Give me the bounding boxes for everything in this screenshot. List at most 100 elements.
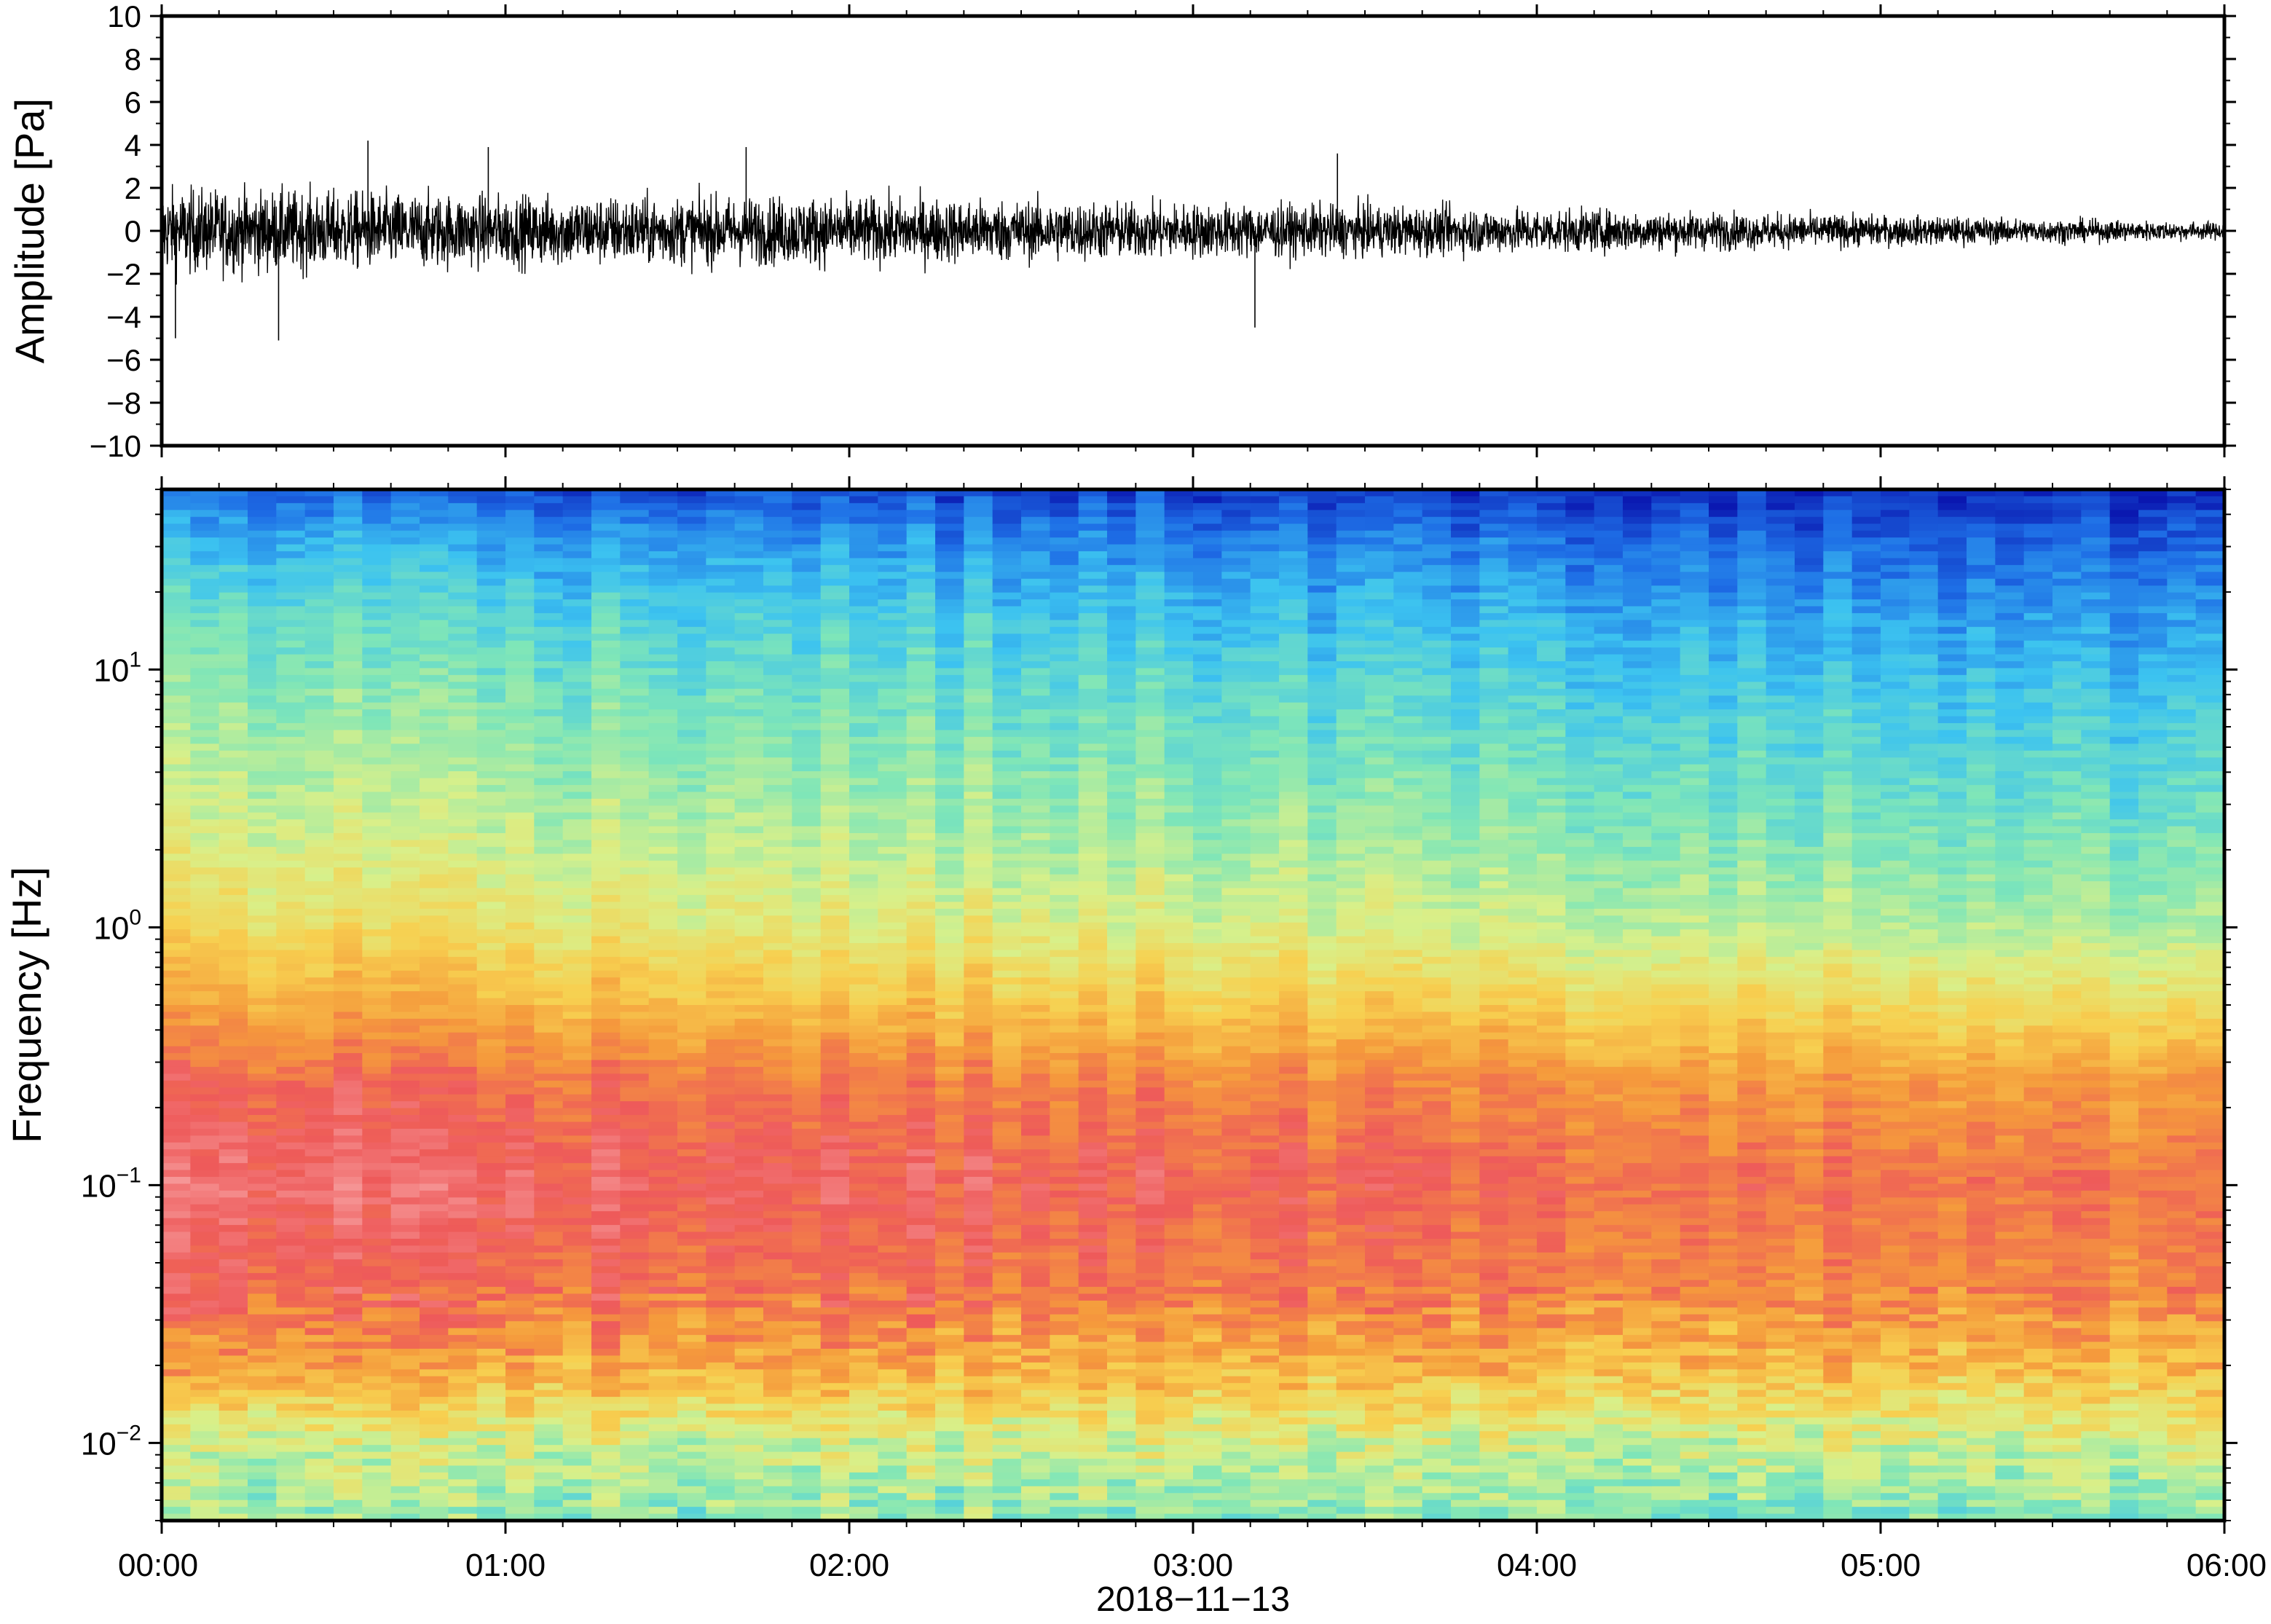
spectrogram-cell (849, 950, 879, 958)
spectrogram-cell (849, 1204, 879, 1212)
spectrogram-cell (219, 1369, 248, 1377)
spectrogram-cell (334, 1170, 363, 1178)
spectrogram-cell (591, 1156, 621, 1164)
spectrogram-cell (276, 854, 306, 862)
spectrogram-cell (334, 1025, 363, 1033)
spectrogram-cell (935, 1451, 965, 1459)
spectrogram-cell (964, 1403, 993, 1411)
spectrogram-cell (992, 1280, 1022, 1288)
spectrogram-cell (964, 833, 993, 841)
spectrogram-cell (390, 1465, 420, 1473)
spectrogram-cell (620, 668, 650, 676)
spectrogram-cell (849, 661, 879, 669)
spectrogram-cell (304, 1142, 334, 1151)
spectrogram-cell (935, 750, 965, 758)
spectrogram-cell (390, 572, 420, 580)
spectrogram-cell (362, 1053, 392, 1061)
spectrogram-cell (562, 1156, 592, 1164)
spectrogram-cell (190, 688, 220, 696)
spectrogram-cell (362, 1472, 392, 1481)
spectrogram-cell (734, 894, 764, 903)
spectrogram-cell (1050, 1046, 1079, 1054)
spectrogram-cell (648, 963, 678, 971)
spectrogram-cell (734, 991, 764, 999)
spectrogram-cell (162, 709, 192, 717)
spectrogram-cell (792, 757, 822, 765)
spectrogram-cell (276, 654, 306, 662)
spectrogram-cell (677, 792, 707, 800)
spectrogram-cell (248, 530, 278, 538)
waveform-y-tick-label: −2 (106, 257, 141, 291)
spectrogram-cell (648, 1459, 678, 1467)
spectrogram-cell (1050, 736, 1079, 745)
spectrogram-cell (677, 1012, 707, 1020)
spectrogram-cell (878, 1245, 908, 1253)
spectrogram-cell (677, 1259, 707, 1267)
spectrogram-cell (448, 840, 478, 848)
spectrogram-cell (964, 1101, 993, 1109)
spectrogram-cell (562, 833, 592, 841)
spectrogram-cell (476, 1321, 506, 1329)
spectrogram-cell (1050, 1493, 1079, 1501)
spectrogram-cell (276, 516, 306, 524)
spectrogram-cell (992, 1252, 1022, 1261)
spectrogram-cell (648, 1046, 678, 1054)
spectrogram-cell (935, 578, 965, 586)
spectrogram-cell (534, 1355, 564, 1363)
spectrogram-cell (591, 1053, 621, 1061)
spectrogram-cell (906, 888, 936, 896)
spectrogram-cell (534, 1293, 564, 1301)
spectrogram-cell (906, 963, 936, 971)
spectrogram-cell (476, 564, 506, 573)
spectrogram-cell (849, 764, 879, 772)
spectrogram-cell (276, 1238, 306, 1247)
spectrogram-cell (334, 1280, 363, 1288)
spectrogram-cell (448, 1397, 478, 1405)
spectrogram-cell (849, 558, 879, 566)
spectrogram-cell (820, 1163, 850, 1171)
spectrogram-cell (362, 586, 392, 594)
spectrogram-cell (190, 1300, 220, 1309)
spectrogram-cell (390, 950, 420, 958)
spectrogram-cell (304, 1115, 334, 1123)
spectrogram-cell (304, 1300, 334, 1309)
spectrogram-cell (620, 1190, 650, 1199)
spectrogram-cell (1021, 606, 1051, 614)
spectrogram-cell (878, 1362, 908, 1371)
spectrogram-cell (390, 634, 420, 642)
spectrogram-cell (390, 1053, 420, 1061)
spectrogram-cell (878, 489, 908, 497)
spectrogram-cell (1050, 489, 1079, 497)
spectrogram-cell (935, 1390, 965, 1398)
spectrogram-cell (562, 1108, 592, 1116)
spectrogram-cell (792, 784, 822, 793)
spectrogram-cell (248, 736, 278, 745)
spectrogram-cell (964, 894, 993, 903)
spectrogram-cell (878, 1039, 908, 1047)
spectrogram-cell (820, 702, 850, 710)
spectrogram-cell (362, 1424, 392, 1432)
spectrogram-cell (849, 1135, 879, 1143)
spectrogram-cell (334, 1465, 363, 1473)
spectrogram-cell (562, 998, 592, 1006)
spectrogram-cell (935, 1307, 965, 1315)
spectrogram-cell (190, 674, 220, 683)
spectrogram-cell (420, 1287, 449, 1295)
spectrogram-cell (648, 1149, 678, 1157)
spectrogram-cell (1021, 1486, 1051, 1494)
spectrogram-cell (276, 1115, 306, 1123)
spectrogram-cell (534, 1472, 564, 1481)
spectrogram-cell (534, 1204, 564, 1212)
spectrogram-cell (1050, 1341, 1079, 1349)
spectrogram-cell (648, 1053, 678, 1061)
spectrogram-cell (276, 1252, 306, 1261)
spectrogram-cell (448, 757, 478, 765)
spectrogram-cell (534, 688, 564, 696)
spectrogram-cell (849, 1005, 879, 1013)
spectrogram-cell (476, 551, 506, 559)
spectrogram-cell (648, 640, 678, 648)
spectrogram-cell (219, 586, 248, 594)
spectrogram-cell (248, 1300, 278, 1309)
spectrogram-cell (992, 1115, 1022, 1123)
spectrogram-cell (1050, 688, 1079, 696)
